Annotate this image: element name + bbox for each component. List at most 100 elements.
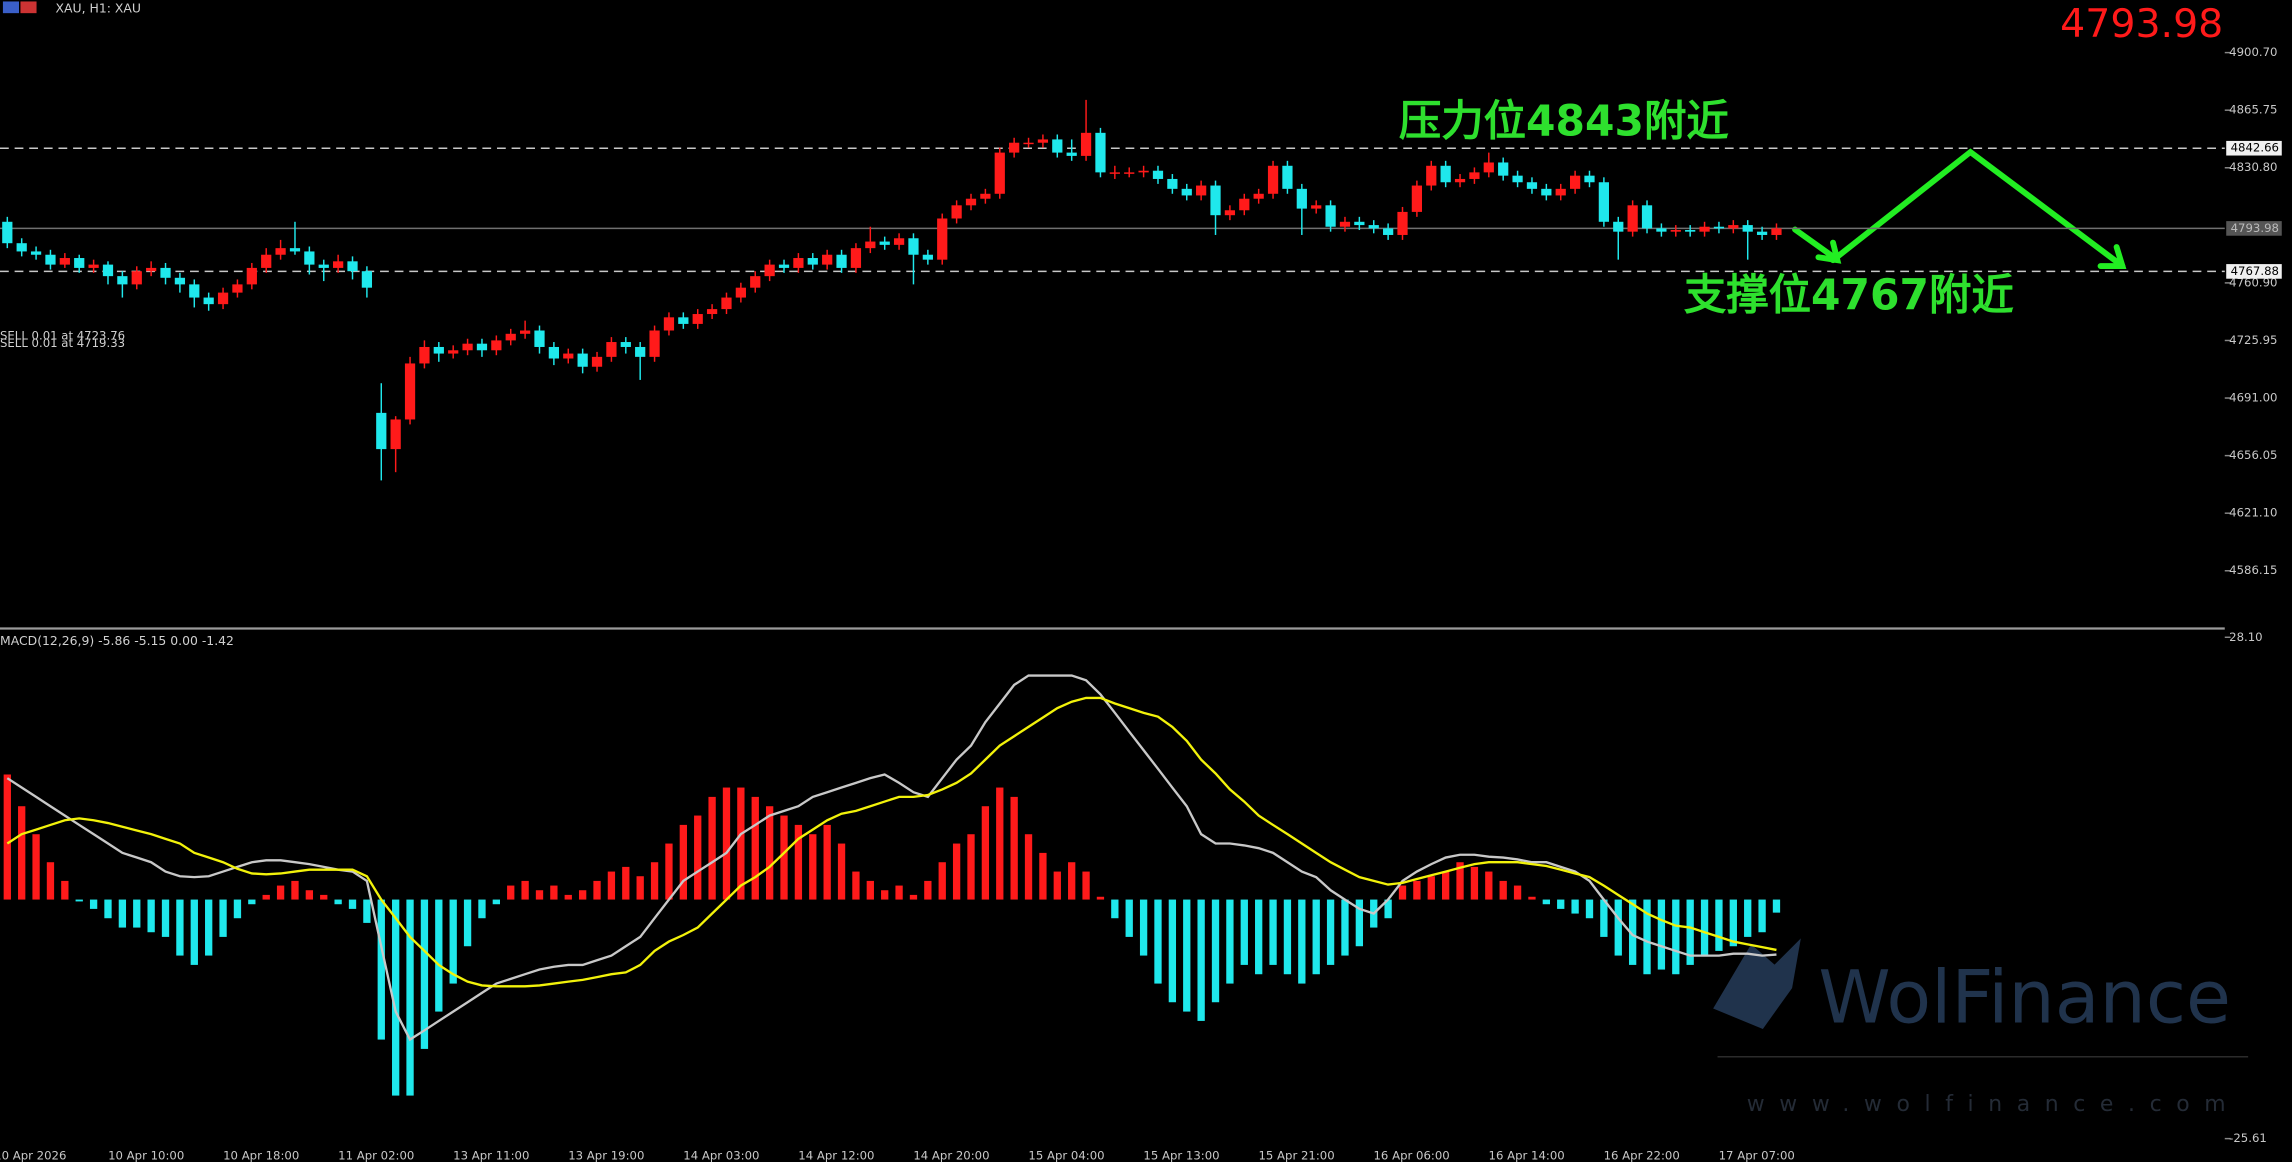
macd-bar <box>161 899 170 937</box>
candle-body <box>189 284 200 298</box>
macd-bar <box>1442 871 1450 900</box>
candle-body <box>1383 228 1394 235</box>
macd-bar <box>1326 899 1335 965</box>
y-tick-label: 4725.95 <box>2229 333 2277 347</box>
x-tick-label: 17 Apr 07:00 <box>1719 1149 1795 1162</box>
x-tick-label: 14 Apr 12:00 <box>798 1149 874 1162</box>
macd-bar <box>1772 899 1781 913</box>
candle-body <box>217 292 229 305</box>
candle-body <box>462 343 473 351</box>
y2-tick-label: 28.10 <box>2229 630 2262 644</box>
macd-bar <box>406 899 414 1096</box>
macd-bar <box>722 787 731 900</box>
macd-bar <box>996 787 1004 900</box>
macd-bar <box>1125 899 1133 937</box>
macd-bar <box>1341 899 1349 956</box>
signal-line <box>6 696 1777 988</box>
candle-body <box>548 346 559 359</box>
macd-bar <box>622 866 630 900</box>
candle-body <box>1282 165 1293 189</box>
macd-bar <box>104 899 112 919</box>
candle-body <box>289 248 301 252</box>
macd-bar <box>938 862 946 900</box>
macd-bar <box>535 890 544 900</box>
candle-body <box>577 353 588 367</box>
candle-body <box>563 353 574 359</box>
macd-bar <box>1499 880 1507 900</box>
candle-body <box>1066 152 1077 156</box>
macd-bar <box>564 894 572 900</box>
candle-body <box>318 264 329 268</box>
candle-body <box>361 271 373 288</box>
candle-body <box>735 287 746 298</box>
y-tick-label: 4586.15 <box>2229 563 2277 577</box>
macd-bar <box>765 806 774 900</box>
arrow-head <box>2097 244 2127 269</box>
macd-bar <box>435 899 443 1012</box>
macd-bar <box>636 876 644 900</box>
x-tick-label: 14 Apr 20:00 <box>913 1149 989 1162</box>
macd-bar <box>1312 899 1320 975</box>
candle-body <box>1325 205 1336 227</box>
candle-body <box>1454 178 1466 183</box>
candle-body <box>951 205 962 219</box>
macd-bar <box>32 834 40 900</box>
candle-body <box>333 261 344 268</box>
x-tick-label: 16 Apr 14:00 <box>1489 1149 1565 1162</box>
macd-bar <box>176 899 184 956</box>
macd-bar <box>737 787 745 900</box>
candle-body <box>1095 132 1106 173</box>
macd-bar <box>981 806 990 900</box>
macd-bar <box>1269 899 1277 965</box>
macd-bar <box>852 871 860 900</box>
candle-body <box>1196 185 1207 196</box>
x-tick-label: 10 Apr 10:00 <box>108 1149 184 1162</box>
macd-bar <box>478 899 486 919</box>
candle-body <box>764 264 775 277</box>
macd-bar <box>205 899 213 956</box>
macd-bar <box>1384 899 1392 919</box>
macd-bar <box>708 796 716 900</box>
macd-bar <box>1744 899 1752 937</box>
macd-bar <box>463 899 472 947</box>
candle-body <box>1109 172 1120 174</box>
macd-bar <box>1082 871 1090 900</box>
candle-body <box>1411 185 1423 212</box>
candle-body <box>1080 132 1092 156</box>
candle-body <box>1311 205 1322 209</box>
macd-bar <box>118 899 127 928</box>
candle-body <box>1728 225 1739 229</box>
macd-bar <box>1053 871 1061 900</box>
candle-body <box>1267 165 1279 194</box>
candle-body <box>822 254 833 265</box>
macd-bar <box>75 899 83 902</box>
y-tick-label: 4865.75 <box>2229 103 2277 117</box>
price-line-label: 4842.66 <box>2231 141 2279 155</box>
candle-body <box>778 264 790 268</box>
candle-body <box>1685 230 1696 232</box>
candle-body <box>807 258 818 265</box>
candle-body <box>865 241 876 249</box>
macd-bar <box>1168 899 1177 1003</box>
macd-bar <box>1571 899 1579 914</box>
candle-body <box>476 343 488 351</box>
candle-body <box>102 264 114 277</box>
candle-body <box>1656 228 1667 232</box>
x-tick-label: 14 Apr 03:00 <box>683 1149 759 1162</box>
macd-bar <box>694 815 702 900</box>
candle-body <box>1397 211 1408 235</box>
macd-bar <box>809 834 817 900</box>
candle-body <box>59 258 70 265</box>
macd-bar <box>147 899 155 933</box>
candle-body <box>390 419 401 450</box>
candle-body <box>174 277 186 285</box>
candle-body <box>347 261 358 272</box>
y-tick-label: 4691.00 <box>2229 391 2277 405</box>
candle-body <box>74 258 85 268</box>
x-tick-label: 16 Apr 06:00 <box>1373 1149 1449 1162</box>
candle-body <box>160 267 171 278</box>
candle-body <box>1152 170 1164 179</box>
candle-body <box>1296 188 1307 209</box>
